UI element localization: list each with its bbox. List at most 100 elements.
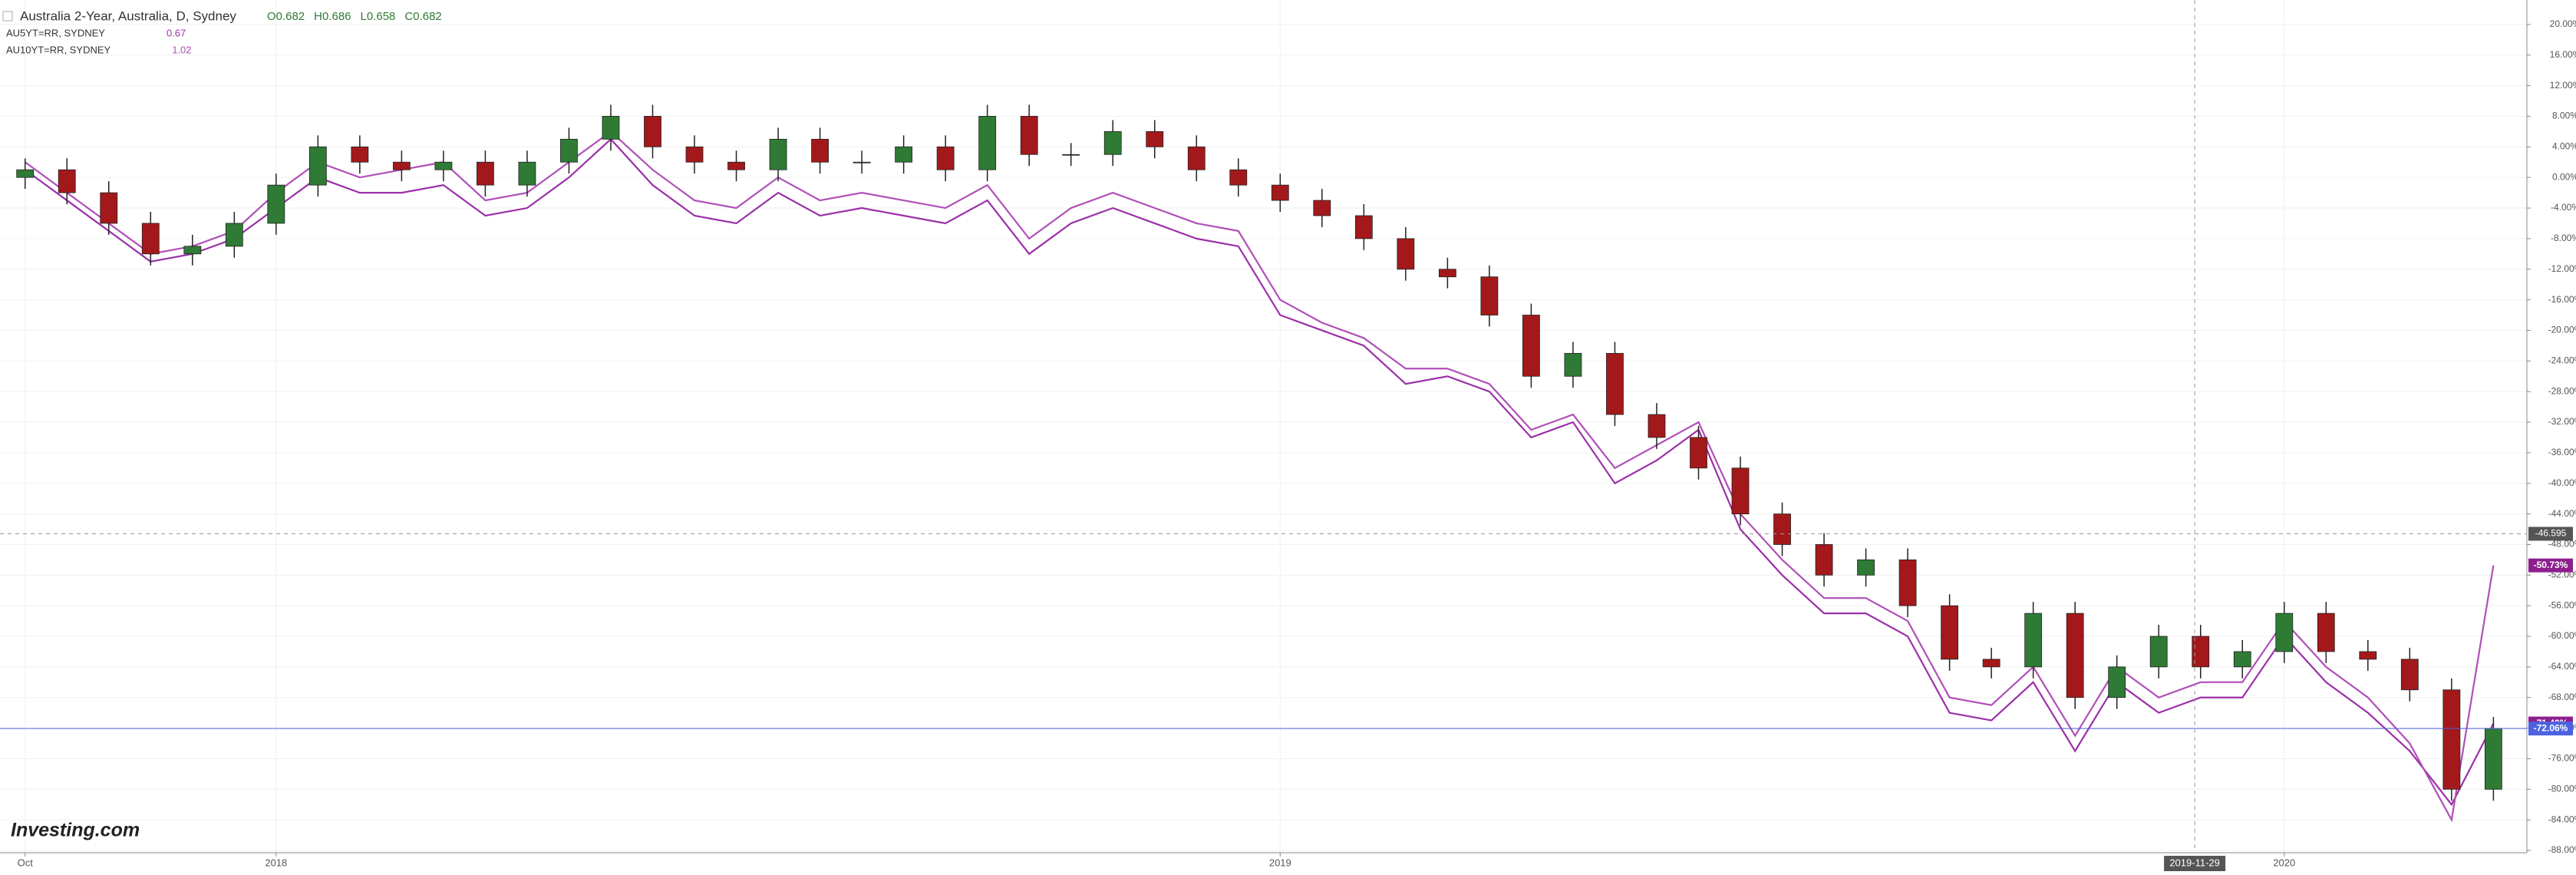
candle-body bbox=[267, 184, 285, 224]
candle-body bbox=[727, 161, 745, 170]
candle-body bbox=[2400, 659, 2419, 691]
line-series bbox=[25, 137, 2495, 807]
candle-body bbox=[2233, 651, 2251, 668]
candle-body bbox=[853, 161, 871, 163]
candle-body bbox=[308, 146, 327, 186]
candle-body bbox=[2317, 612, 2335, 652]
ohlc-label: O0.682 bbox=[267, 10, 305, 23]
candle-body bbox=[1773, 513, 1791, 545]
candle-body bbox=[2066, 612, 2084, 698]
y-tick-label: -28.00% bbox=[2548, 385, 2576, 396]
candle-body bbox=[811, 138, 829, 163]
ohlc-label: C0.682 bbox=[404, 10, 441, 23]
y-tick-label: -40.00% bbox=[2548, 477, 2576, 488]
x-tick-label: 2018 bbox=[265, 857, 287, 868]
y-tick-label: -76.00% bbox=[2548, 753, 2576, 764]
candle-body bbox=[1606, 352, 1624, 415]
candle-body bbox=[1397, 238, 1415, 270]
candle-body bbox=[1941, 605, 1959, 660]
y-tick-label: -24.00% bbox=[2548, 355, 2576, 365]
candle-body bbox=[434, 161, 453, 170]
legend-value: 0.67 bbox=[167, 27, 186, 38]
y-tick-label: -32.00% bbox=[2548, 416, 2576, 427]
candle-body bbox=[644, 116, 661, 147]
price-box bbox=[2528, 558, 2573, 573]
y-tick-label: -12.00% bbox=[2548, 263, 2576, 274]
y-tick-label: 20.00% bbox=[2550, 18, 2576, 29]
y-tick-label: 12.00% bbox=[2550, 80, 2576, 91]
candle-body bbox=[141, 223, 160, 255]
candle-body bbox=[1062, 154, 1080, 156]
axes: 20.00% 16.00% 12.00% 8.00% 4.00% 0.00% -4.00% -… bbox=[18, 18, 2576, 871]
y-tick-label: -4.00% bbox=[2551, 202, 2576, 213]
candle-body bbox=[602, 116, 620, 140]
candle-body bbox=[100, 192, 118, 224]
candle-body bbox=[477, 161, 494, 186]
price-label: -72.06% bbox=[2534, 722, 2568, 733]
candle-body bbox=[2442, 689, 2461, 790]
candle-body bbox=[1103, 130, 1122, 155]
candle-body bbox=[1815, 544, 1833, 576]
candle-body bbox=[1480, 276, 1499, 315]
y-tick-label: -84.00% bbox=[2548, 814, 2576, 824]
y-tick-label: -88.00% bbox=[2548, 844, 2576, 855]
candle-body bbox=[1271, 184, 1289, 201]
y-tick-label: 4.00% bbox=[2552, 140, 2576, 151]
y-tick-label: -36.00% bbox=[2548, 447, 2576, 457]
crosshair-y-box bbox=[2528, 527, 2573, 541]
candle-body bbox=[978, 116, 997, 170]
candle-body bbox=[518, 161, 536, 186]
crosshair-x-box bbox=[2164, 856, 2226, 871]
candle-body bbox=[769, 138, 787, 170]
y-tick-label: -64.00% bbox=[2548, 661, 2576, 672]
candle-body bbox=[1354, 215, 1373, 239]
y-tick-label: -48.00% bbox=[2548, 539, 2576, 550]
y-tick-label: -44.00% bbox=[2548, 508, 2576, 519]
x-tick-label: Oct bbox=[18, 857, 34, 868]
candle-body bbox=[225, 223, 243, 247]
candle-body bbox=[1146, 130, 1164, 147]
candle-body bbox=[392, 161, 411, 170]
price-label: -50.73% bbox=[2534, 560, 2568, 570]
x-tick-label: 2020 bbox=[2273, 857, 2295, 868]
price-box bbox=[2528, 721, 2573, 736]
y-tick-label: 0.00% bbox=[2552, 171, 2576, 182]
legend-value: 1.02 bbox=[172, 44, 191, 55]
candle-body bbox=[1690, 437, 1707, 469]
y-tick-label: -80.00% bbox=[2548, 783, 2576, 794]
candle-body bbox=[1313, 200, 1331, 216]
candle-body bbox=[685, 146, 704, 163]
ohlc-label: L0.658 bbox=[361, 10, 396, 23]
candle-body bbox=[16, 169, 35, 178]
candle-body bbox=[1857, 559, 1875, 576]
y-tick-label: -16.00% bbox=[2548, 294, 2576, 305]
candle-body bbox=[560, 138, 578, 163]
candle-body bbox=[351, 146, 369, 163]
candle-body bbox=[1564, 352, 1582, 377]
y-tick-label: 8.00% bbox=[2552, 111, 2576, 121]
collapse-icon[interactable] bbox=[2, 11, 13, 21]
candle-body bbox=[2359, 651, 2377, 660]
y-tick-label: -8.00% bbox=[2551, 233, 2576, 243]
candle-body bbox=[1648, 414, 1666, 438]
y-tick-label: -60.00% bbox=[2548, 630, 2576, 641]
candle-body bbox=[2024, 612, 2043, 668]
candle-body bbox=[2149, 636, 2168, 668]
candle-body bbox=[1020, 116, 1038, 155]
candle-body bbox=[1731, 467, 1750, 514]
candle-body bbox=[1438, 269, 1456, 278]
candle-body bbox=[936, 146, 955, 170]
candle-body bbox=[2484, 728, 2502, 790]
x-tick-label: 2019 bbox=[1269, 857, 1291, 868]
plot bbox=[0, 0, 2527, 853]
y-tick-label: -56.00% bbox=[2548, 599, 2576, 610]
candle-body bbox=[1187, 146, 1206, 170]
legend-name: AU10YT=RR, SYDNEY bbox=[6, 44, 111, 55]
candle-body bbox=[1898, 559, 1917, 606]
legend-name: AU5YT=RR, SYDNEY bbox=[6, 27, 105, 38]
candle-body bbox=[2275, 612, 2294, 652]
candle-body bbox=[2108, 666, 2126, 698]
candle-body bbox=[1229, 169, 1248, 186]
grid bbox=[0, 0, 2527, 853]
